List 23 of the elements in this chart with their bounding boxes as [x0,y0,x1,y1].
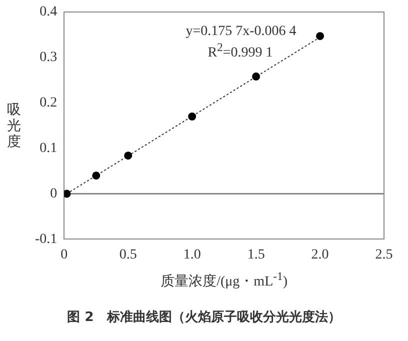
point [188,112,196,121]
point [316,32,324,40]
y-tick-label: 0 [50,186,58,202]
y-tick-label: 0.2 [40,96,58,111]
x-tick-label: 0.5 [119,247,137,262]
y-axis-title: 吸光度 [6,102,22,150]
annotation: R$^{2}$=0.999 1 [208,41,273,62]
x-axis-title: 质量浓度/(μg・mL$^{-1}$) [160,270,289,291]
y-tick-label: -0.1 [34,232,58,247]
point [64,190,71,198]
y-tick-label: 0.4 [40,4,58,20]
x-tick-label: 2.0 [311,247,329,262]
x-tick-label: 2.5 [375,247,393,262]
y-tick-label: 0.3 [40,50,58,66]
x-tick-label: 0 [60,247,68,262]
caption: 图 2 标准曲线图（火焰原子吸收分光光度法） [66,308,342,326]
point [252,72,260,81]
point [92,172,100,180]
x-tick-label: 1.0 [183,247,201,262]
annotation: y=0.175 7x-0.006 4 [186,24,296,40]
point [124,152,132,160]
x-tick-label: 1.5 [247,247,265,262]
y-tick-label: 0.1 [40,140,58,156]
